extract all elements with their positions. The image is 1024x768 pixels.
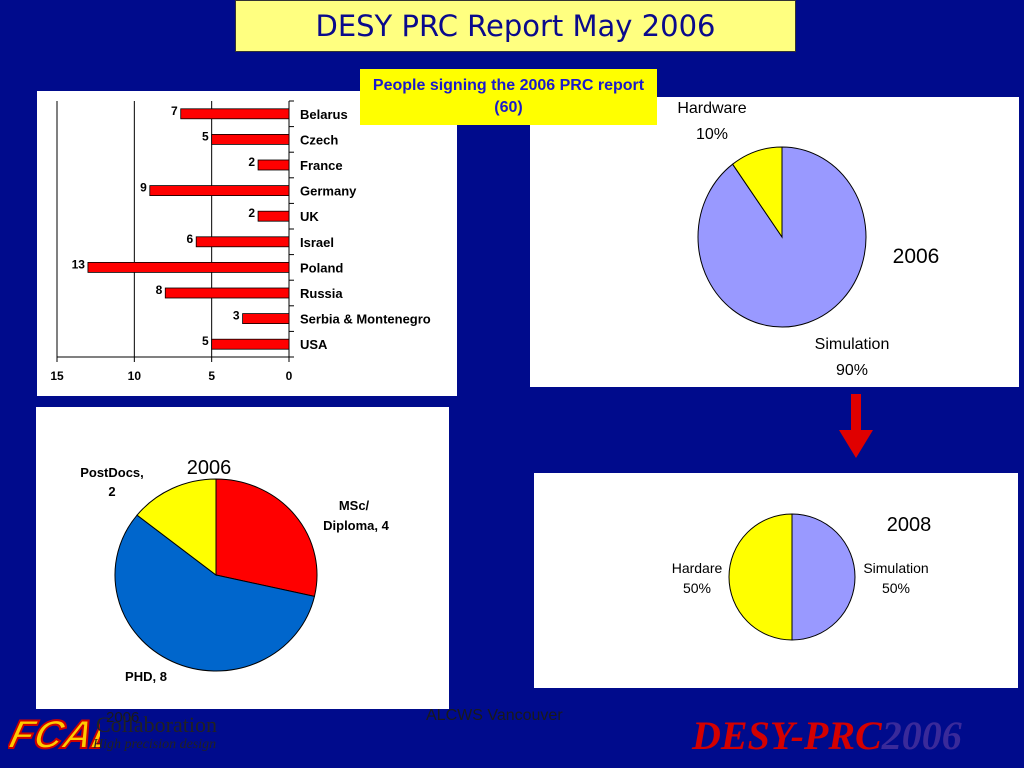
bar-value-label: 5 xyxy=(202,334,209,348)
pie3-simulation-pct: 50% xyxy=(882,580,910,596)
bar xyxy=(180,108,290,120)
bar xyxy=(87,261,290,273)
x-tick-label: 15 xyxy=(50,369,64,383)
bar xyxy=(257,159,290,171)
category-label: Germany xyxy=(300,184,357,199)
pie-slice xyxy=(731,146,783,239)
work-type-2008-pie: 2008 Simulation 50% Hardare 50% xyxy=(672,513,932,641)
bar xyxy=(149,185,290,196)
logo-tagline: High precision design xyxy=(93,737,217,752)
category-label: Israel xyxy=(300,235,334,250)
footer-date: 2006 xyxy=(106,709,140,726)
pie3-simulation-label: Simulation xyxy=(863,560,928,576)
bar-value-label: 2 xyxy=(248,155,255,169)
pie3-title: 2008 xyxy=(887,514,932,536)
pie1-hardware-label: Hardware xyxy=(677,100,746,117)
fcal-logo: FCAL xyxy=(8,711,100,756)
work-type-2008-pie-panel: 2008 Simulation 50% Hardare 50% xyxy=(534,473,1018,688)
slide-title: DESY PRC Report May 2006 xyxy=(235,0,796,52)
category-label: UK xyxy=(300,209,319,224)
pie-slice xyxy=(114,514,316,672)
x-tick-label: 0 xyxy=(286,369,293,383)
pie3-hardare-label: Hardare xyxy=(672,560,723,576)
brand-name: DESY-PRC xyxy=(692,713,882,758)
people-2006-pie-panel: 2006 PostDocs, 2 MSc/ Diploma, 4 PHD, 8 xyxy=(36,407,449,709)
pie2-postdocs-count: 2 xyxy=(108,484,115,499)
bar-value-label: 6 xyxy=(187,232,194,246)
x-tick-label: 10 xyxy=(128,369,142,383)
bar-value-label: 13 xyxy=(72,257,86,271)
people-2006-pie: 2006 PostDocs, 2 MSc/ Diploma, 4 PHD, 8 xyxy=(80,457,390,684)
pie1-hardware-pct: 10% xyxy=(696,126,728,143)
brand-year: 2006 xyxy=(881,713,962,758)
category-label: France xyxy=(300,158,343,173)
bar xyxy=(242,313,290,325)
pie1-simulation-label: Simulation xyxy=(815,336,890,353)
desy-prc-brand: DESY-PRC2006 xyxy=(692,712,962,759)
category-label: Serbia & Montenegro xyxy=(300,312,431,327)
pie3-hardare-pct: 50% xyxy=(683,580,711,596)
bar-value-label: 2 xyxy=(248,206,255,220)
pie-slice xyxy=(215,478,318,597)
pie1-title: 2006 xyxy=(893,245,940,268)
down-arrow-icon xyxy=(839,394,873,458)
pie-slice xyxy=(791,513,856,641)
pie1-simulation-pct: 90% xyxy=(836,362,868,379)
pie2-msc-count: Diploma, 4 xyxy=(323,518,390,533)
bar-value-label: 5 xyxy=(202,129,209,143)
bar xyxy=(164,287,290,299)
bar xyxy=(211,338,290,350)
category-label: Belarus xyxy=(300,107,348,122)
pie-slice xyxy=(136,478,217,577)
category-label: Russia xyxy=(300,286,343,301)
bar xyxy=(195,236,290,248)
x-tick-label: 5 xyxy=(208,369,215,383)
footer-event: ALCWS Vancouver xyxy=(426,707,563,724)
bar-value-label: 8 xyxy=(156,283,163,297)
fcal-logo-text: FCAL xyxy=(8,712,100,756)
category-label: USA xyxy=(300,337,328,352)
bar-value-label: 7 xyxy=(171,104,178,118)
chart-subtitle: People signing the 2006 PRC report (60) xyxy=(360,69,657,125)
logo-collaboration-text: Collaboration xyxy=(96,712,217,737)
bar xyxy=(257,210,290,222)
pie2-title: 2006 xyxy=(187,457,232,479)
work-type-2006-pie-panel: Hardware 10% 2006 Simulation 90% xyxy=(530,97,1019,387)
pie2-postdocs-label: PostDocs, xyxy=(80,465,144,480)
bar-value-label: 3 xyxy=(233,309,240,323)
pie2-msc-label: MSc/ xyxy=(339,498,370,513)
category-label: Poland xyxy=(300,260,343,275)
bar-value-label: 9 xyxy=(140,181,147,195)
pie-slice xyxy=(728,513,793,641)
country-bar-chart-panel: 7 Belarus 5 Czech 2 France 9 Germany 2 UK 6 Israel 1… xyxy=(37,91,457,396)
category-label: Czech xyxy=(300,132,338,147)
bar xyxy=(211,134,290,145)
pie2-phd-label: PHD, 8 xyxy=(125,669,167,684)
work-type-2006-pie: Hardware 10% 2006 Simulation 90% xyxy=(677,100,940,379)
country-bar-chart: 7 Belarus 5 Czech 2 France 9 Germany 2 UK 6 Israel 1… xyxy=(50,100,431,383)
